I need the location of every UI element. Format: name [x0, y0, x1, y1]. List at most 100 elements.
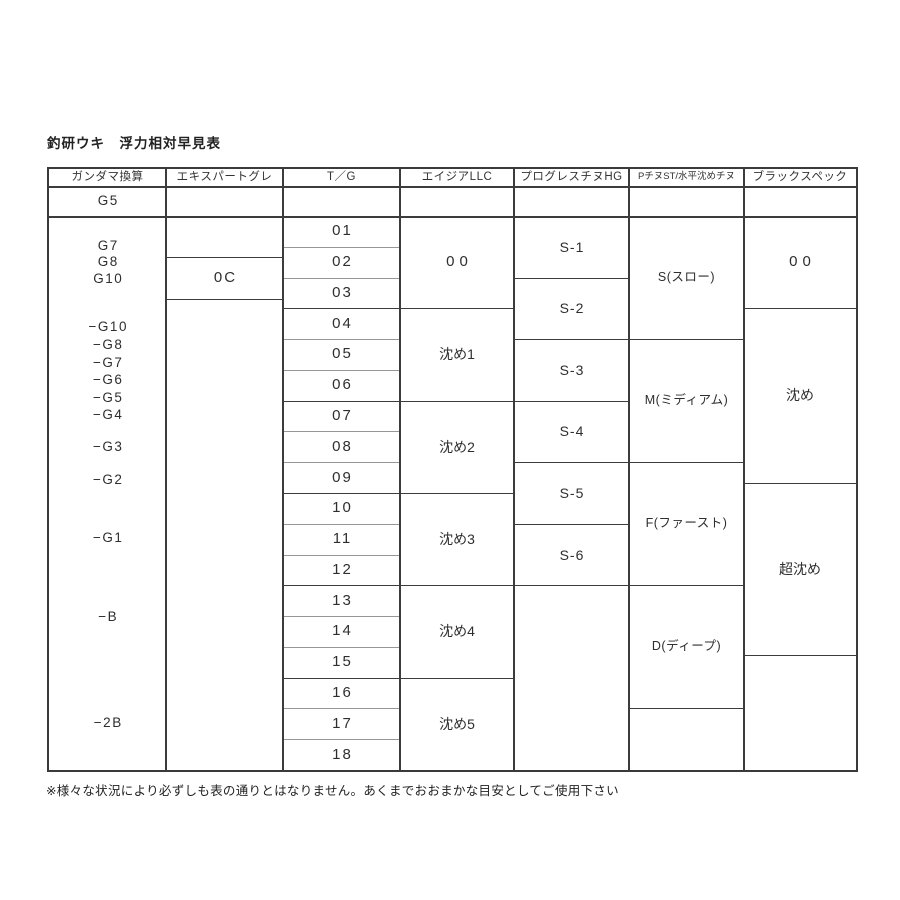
grid-line-h [284, 524, 399, 525]
grid-line-h [515, 462, 628, 463]
tg-cell: 01 [332, 222, 353, 239]
p-chinu-st-cell: S(スロー) [657, 270, 716, 284]
tg-cell: 11 [332, 530, 353, 547]
grid-line-h [630, 585, 743, 586]
grid-line-h [284, 555, 399, 556]
grid-line-h [167, 257, 282, 258]
grid-line-h [284, 462, 399, 463]
expert-gure-cell: 0C [213, 269, 238, 286]
progress-chinu-cell: S-4 [559, 423, 585, 439]
gandama-cell: −G3 [93, 439, 124, 454]
grid-line-h [630, 708, 743, 709]
p-chinu-st-cell: F(ファースト) [645, 516, 728, 530]
tg-cell: 04 [332, 315, 353, 332]
black-spec-cell: 超沈め [779, 561, 821, 577]
progress-chinu-cell: S-3 [559, 362, 585, 378]
header-p-chinu-st: PチヌST/水平沈めチヌ [637, 171, 736, 182]
header-asia-llc: エイジアLLC [421, 171, 493, 183]
footnote: ※様々な状況により必ずしも表の通りとはなりません。あくまでおおまかな目安としてご… [46, 784, 619, 798]
gandama-cell: −2B [93, 715, 123, 730]
asia-llc-cell: 00 [446, 253, 473, 270]
grid-line-h [284, 708, 399, 709]
grid-line-h [284, 585, 399, 586]
tg-cell: 09 [332, 469, 353, 486]
tg-cell: 14 [332, 622, 353, 639]
grid-line-h [284, 647, 399, 648]
asia-llc-cell: 沈め3 [439, 531, 475, 547]
grid-line-h [745, 483, 856, 484]
header-progress-chinu: プログレスチヌHG [520, 171, 623, 183]
grid-line-h [284, 401, 399, 402]
grid-line-h [401, 401, 513, 402]
grid-line-h [49, 216, 856, 218]
gandama-cell: −G6 [93, 372, 124, 387]
grid-line-h [167, 299, 282, 300]
header-expert-gure: エキスパートグレ [176, 171, 273, 183]
grid-line-h [515, 524, 628, 525]
asia-llc-cell: 沈め1 [439, 346, 475, 362]
tg-cell: 05 [332, 345, 353, 362]
header-gandama: ガンダマ換算 [71, 171, 144, 183]
gandama-cell: −G5 [93, 390, 124, 405]
grid-line-h [745, 655, 856, 656]
black-spec-cell: 00 [789, 253, 816, 270]
buoyancy-table: ガンダマ換算 エキスパートグレ T／G エイジアLLC プログレスチヌHG Pチ… [47, 167, 858, 772]
gandama-cell: G8 [97, 254, 119, 269]
grid-line-h [401, 308, 513, 309]
grid-line-h [284, 493, 399, 494]
grid-line-h [284, 339, 399, 340]
p-chinu-st-cell: D(ディープ) [651, 639, 722, 653]
grid-line-h [515, 339, 628, 340]
grid-line-h [401, 585, 513, 586]
grid-line-h [284, 616, 399, 617]
gandama-cell: G7 [97, 238, 119, 253]
grid-line-h [401, 493, 513, 494]
tg-cell: 17 [332, 715, 353, 732]
tg-cell: 16 [332, 684, 353, 701]
tg-cell: 03 [332, 284, 353, 301]
gandama-cell: −G4 [93, 407, 124, 422]
grid-line-h [630, 462, 743, 463]
progress-chinu-cell: S-1 [559, 239, 585, 255]
gandama-cell: −G7 [93, 355, 124, 370]
grid-line-v [628, 169, 630, 770]
grid-line-v [399, 169, 401, 770]
header-black-spec: ブラックスペック [752, 171, 848, 183]
p-chinu-st-cell: M(ミディアム) [644, 393, 729, 407]
tg-cell: 06 [332, 376, 353, 393]
tg-cell: 07 [332, 407, 353, 424]
grid-line-h [515, 278, 628, 279]
gandama-g5-cell: G5 [97, 193, 119, 208]
grid-line-h [284, 370, 399, 371]
progress-chinu-cell: S-2 [559, 300, 585, 316]
grid-line-h [49, 186, 856, 188]
grid-line-h [284, 308, 399, 309]
gandama-cell: −G8 [93, 337, 124, 352]
progress-chinu-cell: S-6 [559, 547, 585, 563]
grid-line-h [515, 585, 628, 586]
tg-cell: 15 [332, 653, 353, 670]
grid-line-h [284, 678, 399, 679]
tg-cell: 18 [332, 746, 353, 763]
grid-line-h [515, 401, 628, 402]
tg-cell: 08 [332, 438, 353, 455]
grid-line-h [284, 278, 399, 279]
asia-llc-cell: 沈め4 [439, 623, 475, 639]
asia-llc-cell: 沈め2 [439, 439, 475, 455]
grid-line-v [513, 169, 515, 770]
grid-line-h [284, 431, 399, 432]
gandama-cell: G10 [93, 271, 124, 286]
gandama-cell: −B [98, 609, 119, 624]
gandama-cell: −G10 [88, 319, 128, 334]
page-title: 釣研ウキ 浮力相対早見表 [47, 136, 221, 151]
tg-cell: 13 [332, 592, 353, 609]
gandama-cell: −G2 [93, 472, 124, 487]
header-tg: T／G [327, 171, 356, 183]
asia-llc-cell: 沈め5 [439, 716, 475, 732]
tg-cell: 12 [332, 561, 353, 578]
gandama-cell: −G1 [93, 530, 124, 545]
grid-line-h [401, 678, 513, 679]
grid-line-v [165, 169, 167, 770]
tg-cell: 02 [332, 253, 353, 270]
